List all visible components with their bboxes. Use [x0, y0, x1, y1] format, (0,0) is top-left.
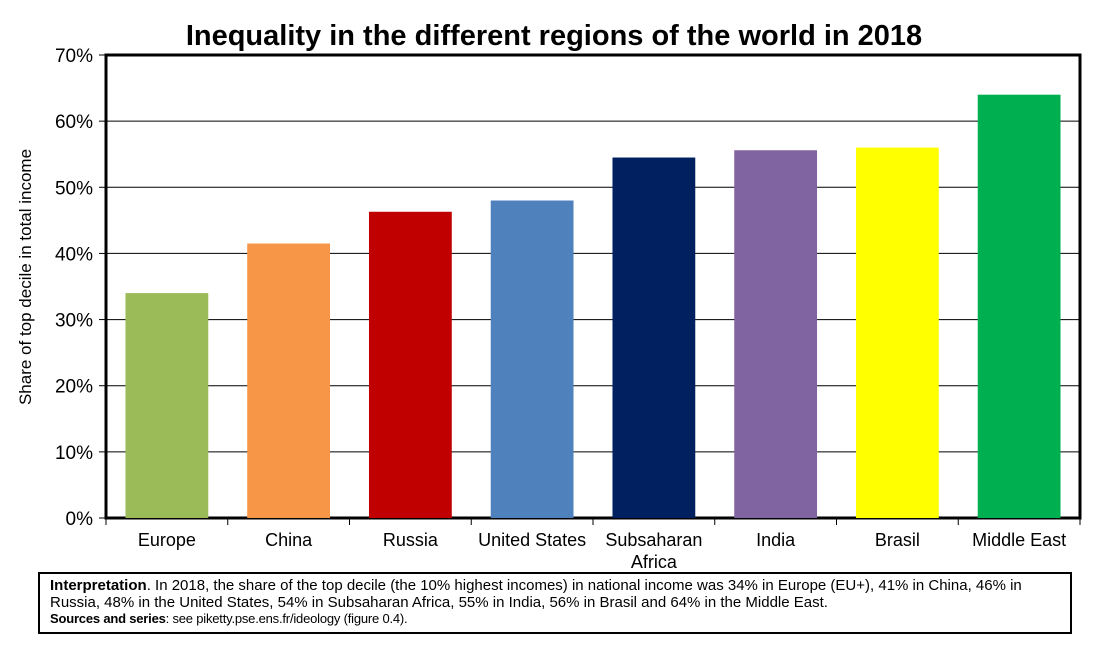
- bar: [977, 94, 1061, 518]
- y-tick-label: 50%: [55, 178, 93, 199]
- bar: [612, 157, 696, 518]
- interpretation-text: . In 2018, the share of the top decile (…: [50, 577, 1022, 611]
- interpretation-label: Interpretation: [50, 577, 147, 594]
- y-tick-label: 40%: [55, 244, 93, 265]
- x-tick-label: Europe: [138, 530, 196, 550]
- interpretation-note: Interpretation. In 2018, the share of th…: [38, 572, 1072, 634]
- y-axis-label: Share of top decile in total income: [16, 149, 35, 405]
- sources-text: : see piketty.pse.ens.fr/ideology (figur…: [165, 611, 408, 626]
- x-tick-label: India: [756, 530, 796, 550]
- x-tick-label: Brasil: [875, 530, 920, 550]
- bar: [368, 211, 452, 518]
- bar: [734, 150, 818, 518]
- bar: [490, 200, 574, 518]
- bar: [125, 293, 209, 518]
- interpretation-paragraph: Interpretation. In 2018, the share of th…: [50, 577, 1060, 611]
- x-tick-label: Middle East: [972, 530, 1066, 550]
- y-axis: 0% 10% 20% 30% 40% 50% 60% 70%: [55, 46, 106, 530]
- y-tick-label: 70%: [55, 46, 93, 67]
- chart-title: Inequality in the different regions of t…: [185, 20, 923, 52]
- y-tick-label: 30%: [55, 311, 93, 332]
- x-tick-label: Africa: [631, 552, 678, 570]
- y-tick-label: 60%: [55, 112, 93, 133]
- x-tick-label: Subsaharan: [605, 530, 702, 550]
- sources-line: Sources and series: see piketty.pse.ens.…: [50, 611, 1060, 627]
- x-tick-label: China: [265, 530, 313, 550]
- y-tick-label: 10%: [55, 443, 93, 464]
- bars: [125, 94, 1061, 518]
- bar: [855, 147, 939, 518]
- x-tick-label: Russia: [383, 530, 439, 550]
- bar: [247, 243, 331, 518]
- y-tick-label: 20%: [55, 377, 93, 398]
- sources-label: Sources and series: [50, 611, 166, 626]
- x-axis: Europe China Russia United States Subsaharan…: [105, 518, 1081, 570]
- y-tick-label: 0%: [66, 509, 94, 530]
- x-tick-label: United States: [478, 530, 586, 550]
- bar-chart: 0% 10% 20% 30% 40% 50% 60% 70% Europe China Russi…: [16, 46, 1082, 570]
